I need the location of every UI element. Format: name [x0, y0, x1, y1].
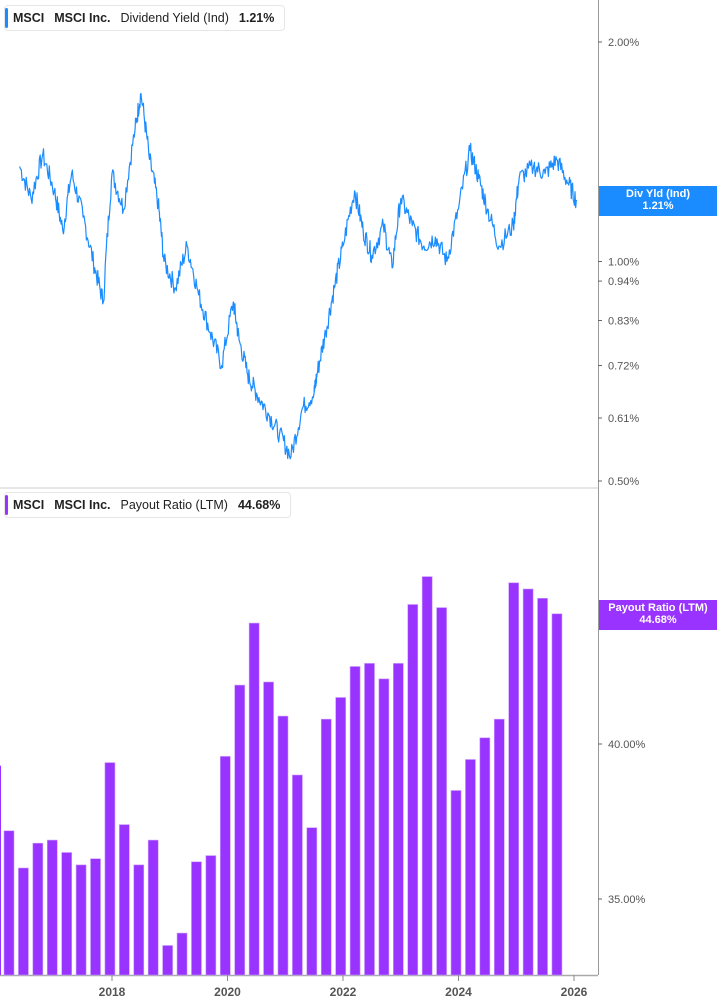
svg-text:2020: 2020	[214, 985, 241, 999]
svg-text:0.83%: 0.83%	[608, 316, 639, 328]
tag-value: 1.21%	[642, 200, 674, 212]
svg-text:40.00%: 40.00%	[608, 739, 646, 751]
svg-text:0.61%: 0.61%	[608, 413, 639, 425]
svg-text:35.00%: 35.00%	[608, 894, 646, 906]
legend-ticker: MSCI	[13, 498, 45, 512]
payout-ratio-bars	[0, 576, 563, 976]
legend-metric: Payout Ratio (LTM)	[120, 498, 228, 512]
legend-company: MSCI Inc.	[54, 11, 111, 25]
bottom-legend[interactable]: MSCI MSCI Inc. Payout Ratio (LTM) 44.68%	[4, 492, 292, 518]
svg-text:2.00%: 2.00%	[608, 37, 639, 49]
svg-text:0.94%: 0.94%	[608, 276, 639, 288]
legend-company: MSCI Inc.	[54, 498, 111, 512]
tag-value: 44.68%	[639, 614, 677, 626]
svg-text:1.00%: 1.00%	[608, 257, 639, 269]
tag-label: Div Yld (Ind)	[626, 188, 690, 200]
svg-text:2026: 2026	[561, 985, 588, 999]
dividend-yield-value-tag: Div Yld (Ind) 1.21%	[599, 186, 717, 216]
top-y-axis-ticks: 2.00% 1.00% 0.94% 0.83% 0.72% 0.61% 0.50%	[598, 37, 639, 488]
legend-metric: Dividend Yield (Ind)	[120, 11, 229, 25]
svg-text:2022: 2022	[330, 985, 357, 999]
legend-ticker: MSCI	[13, 11, 45, 25]
svg-text:0.50%: 0.50%	[608, 476, 639, 488]
x-axis-ticks: 2018 2020 2022 2024 2026	[99, 975, 588, 999]
svg-text:0.72%: 0.72%	[608, 361, 639, 373]
svg-text:2018: 2018	[99, 985, 126, 999]
dividend-yield-line	[19, 92, 578, 460]
legend-value: 44.68%	[237, 498, 281, 512]
tag-label: Payout Ratio (LTM)	[608, 602, 708, 614]
payout-ratio-value-tag: Payout Ratio (LTM) 44.68%	[599, 600, 717, 630]
legend-color-swatch	[5, 8, 8, 28]
svg-text:2024: 2024	[445, 985, 472, 999]
bottom-y-axis-ticks: 40.00% 35.00%	[598, 739, 646, 906]
top-legend[interactable]: MSCI MSCI Inc. Dividend Yield (Ind) 1.21…	[4, 5, 286, 31]
legend-color-swatch	[5, 495, 8, 515]
legend-value: 1.21%	[238, 11, 275, 25]
